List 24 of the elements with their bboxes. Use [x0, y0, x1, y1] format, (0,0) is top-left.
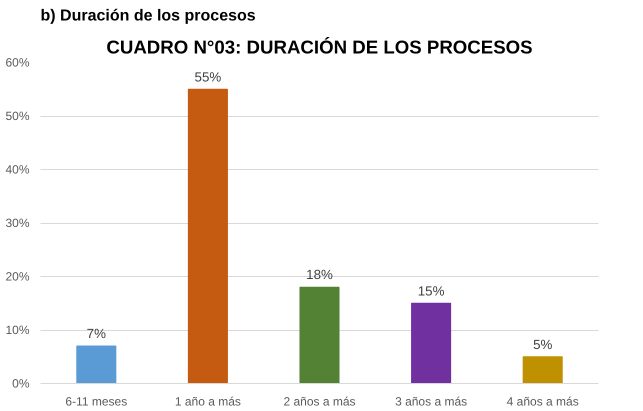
data-label: 7%	[86, 326, 106, 342]
x-tick-label: 2 años a más	[283, 394, 356, 408]
chart-title: CUADRO N°03: DURACIÓN DE LOS PROCESOS	[106, 36, 533, 58]
y-tick-label: 20%	[5, 270, 30, 284]
x-tick-label: 1 año a más	[174, 394, 241, 408]
data-label: 55%	[194, 69, 222, 84]
text: b) Duración de los procesos	[40, 8, 256, 24]
y-tick-label: 30%	[5, 216, 30, 230]
bar	[188, 88, 228, 384]
bar	[76, 346, 116, 384]
bar	[411, 302, 452, 384]
y-tick-label: 10%	[5, 323, 30, 337]
x-tick-label: 6-11 meses	[65, 394, 128, 408]
y-tick-label: 0%	[12, 376, 30, 390]
data-label: 18%	[306, 267, 333, 282]
data-label: 5%	[533, 336, 552, 352]
y-tick-label: 60%	[5, 56, 30, 70]
y-tick-label: 40%	[5, 162, 30, 176]
x-tick-label: 4 años a más	[506, 394, 579, 408]
data-label: 15%	[418, 283, 445, 298]
x-tick-label: 3 años a más	[395, 394, 468, 408]
y-tick-label: 50%	[5, 109, 30, 123]
bar	[522, 356, 563, 384]
bar	[299, 286, 340, 384]
